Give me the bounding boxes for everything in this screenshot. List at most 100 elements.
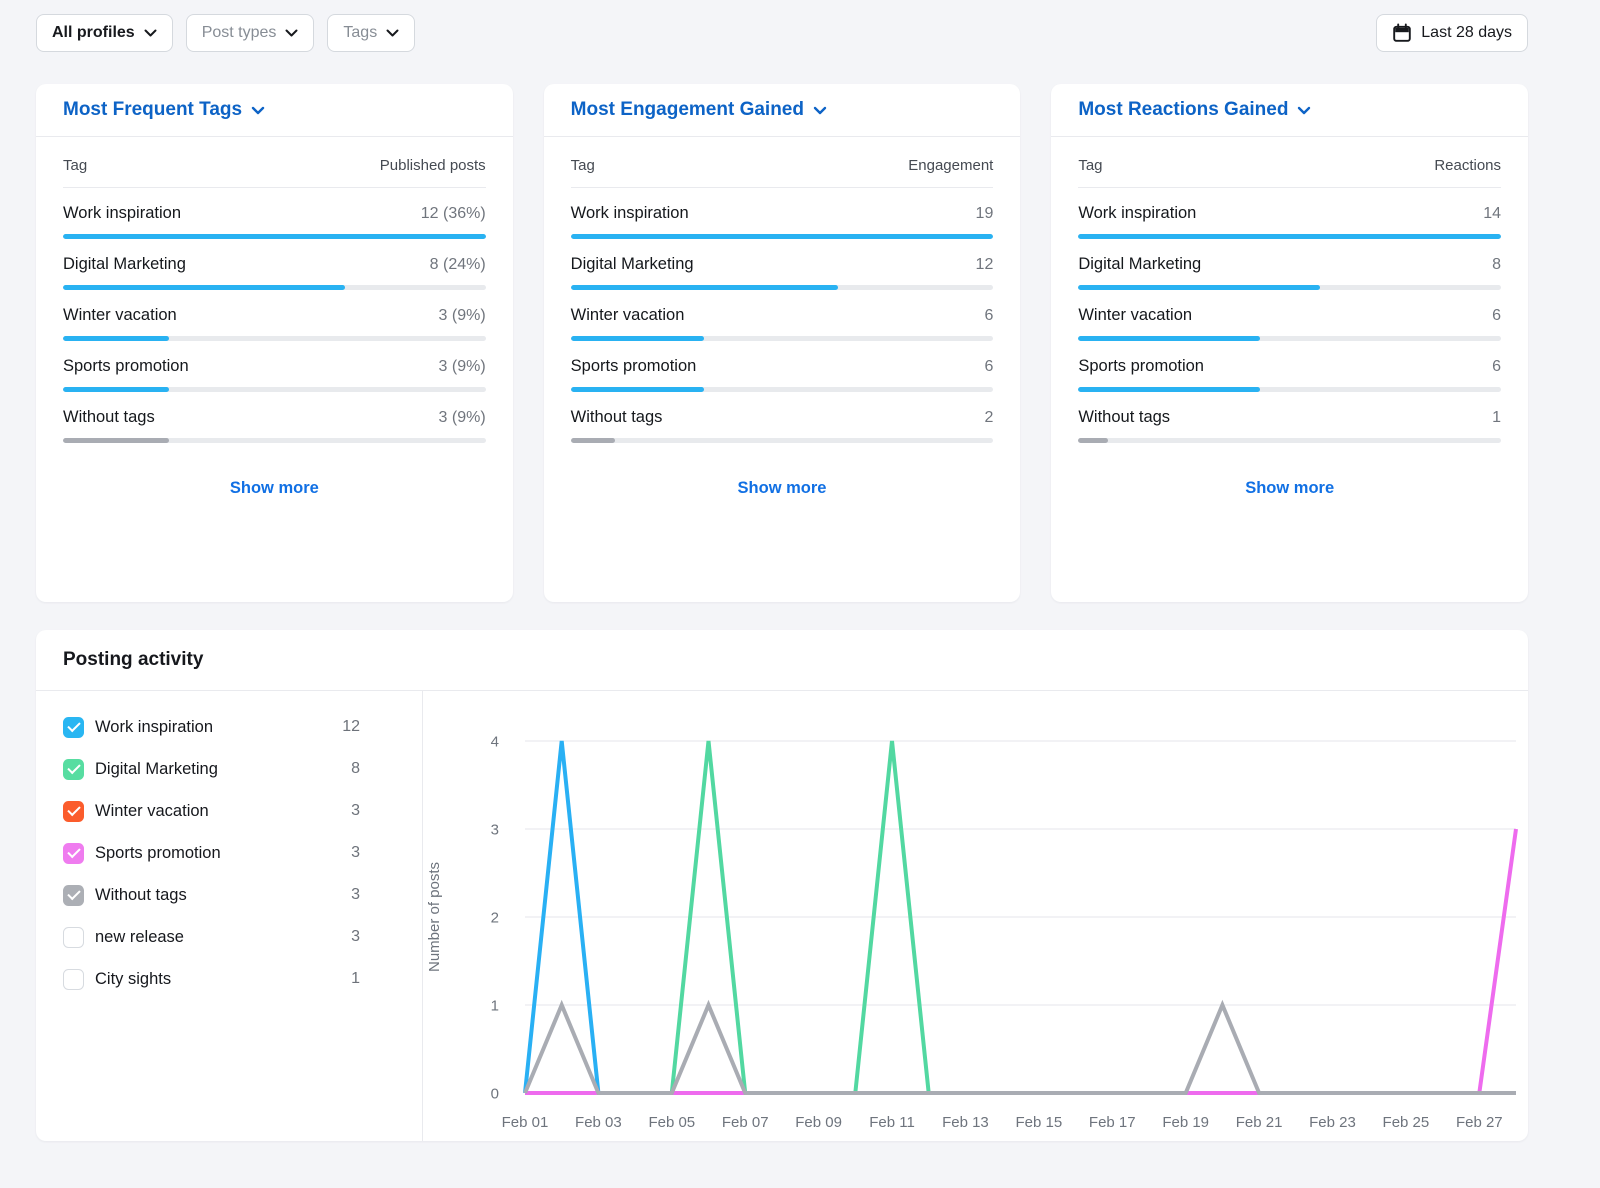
legend-label: new release	[95, 928, 351, 947]
svg-text:3: 3	[491, 822, 499, 839]
tag-value: 8	[1492, 256, 1501, 274]
svg-text:Feb 15: Feb 15	[1016, 1114, 1063, 1131]
checkbox[interactable]	[63, 759, 84, 780]
posting-activity-chart: 01234Feb 01Feb 03Feb 05Feb 07Feb 09Feb 1…	[423, 691, 1527, 1141]
checkbox[interactable]	[63, 717, 84, 738]
tag-row: Work inspiration19	[571, 204, 994, 239]
card-body: Tag Published posts Work inspiration12 (…	[36, 137, 513, 498]
legend-label: Work inspiration	[95, 718, 342, 737]
tag-row: Sports promotion3 (9%)	[63, 357, 486, 392]
posting-activity-header: Posting activity	[36, 630, 1528, 691]
svg-text:4: 4	[491, 734, 499, 751]
tag-bar	[1078, 336, 1501, 341]
column-tag: Tag	[1078, 157, 1102, 174]
filter-bar: All profiles Post types Tags Last 28 day…	[36, 14, 1528, 52]
tag-bar	[571, 285, 994, 290]
tag-value: 6	[1492, 358, 1501, 376]
legend-label: Sports promotion	[95, 844, 351, 863]
tag-name: Work inspiration	[63, 204, 181, 223]
tag-bar	[1078, 387, 1501, 392]
tag-bar	[571, 387, 994, 392]
legend-count: 3	[351, 802, 360, 820]
tag-bar	[571, 234, 994, 239]
legend-count: 3	[351, 844, 360, 862]
svg-text:Feb 23: Feb 23	[1309, 1114, 1356, 1131]
legend-item-without-tags[interactable]: Without tags 3	[63, 874, 360, 916]
svg-text:Feb 01: Feb 01	[502, 1114, 549, 1131]
column-tag: Tag	[571, 157, 595, 174]
show-more-link[interactable]: Show more	[230, 479, 319, 498]
legend-item-sports-promotion[interactable]: Sports promotion 3	[63, 832, 360, 874]
most-engagement-gained-card: Most Engagement Gained Tag Engagement Wo…	[544, 84, 1021, 602]
tag-name: Without tags	[1078, 408, 1170, 427]
most-reactions-gained-title-dropdown[interactable]: Most Reactions Gained	[1078, 99, 1311, 121]
legend-item-winter-vacation[interactable]: Winter vacation 3	[63, 790, 360, 832]
chevron-down-icon	[386, 29, 399, 37]
tag-value: 2	[984, 409, 993, 427]
svg-text:1: 1	[491, 998, 499, 1015]
tag-row: Sports promotion6	[571, 357, 994, 392]
tag-row: Digital Marketing8 (24%)	[63, 255, 486, 290]
card-header: Most Engagement Gained	[544, 84, 1021, 137]
tag-bar	[1078, 285, 1501, 290]
show-more-link[interactable]: Show more	[738, 479, 827, 498]
checkbox[interactable]	[63, 927, 84, 948]
svg-text:Feb 17: Feb 17	[1089, 1114, 1136, 1131]
tag-name: Digital Marketing	[1078, 255, 1201, 274]
calendar-icon	[1392, 23, 1412, 43]
post-types-filter-label: Post types	[202, 24, 277, 42]
tag-value: 14	[1483, 205, 1501, 223]
tag-name: Sports promotion	[571, 357, 697, 376]
column-value: Published posts	[380, 157, 486, 174]
profiles-filter-dropdown[interactable]: All profiles	[36, 14, 173, 52]
show-more-link[interactable]: Show more	[1245, 479, 1334, 498]
tag-cards-row: Most Frequent Tags Tag Published posts W…	[36, 84, 1528, 602]
tag-name: Without tags	[63, 408, 155, 427]
svg-text:Feb 27: Feb 27	[1456, 1114, 1503, 1131]
svg-text:Feb 09: Feb 09	[795, 1114, 842, 1131]
checkbox[interactable]	[63, 843, 84, 864]
tag-bar	[571, 438, 994, 443]
legend-item-city-sights[interactable]: City sights 1	[63, 958, 360, 1000]
legend-item-work-inspiration[interactable]: Work inspiration 12	[63, 706, 360, 748]
tag-bar	[63, 387, 486, 392]
column-tag: Tag	[63, 157, 87, 174]
tag-row: Winter vacation6	[1078, 306, 1501, 341]
tag-name: Winter vacation	[63, 306, 177, 325]
tags-filter-dropdown[interactable]: Tags	[327, 14, 415, 52]
most-frequent-tags-title-dropdown[interactable]: Most Frequent Tags	[63, 99, 265, 121]
tag-value: 19	[976, 205, 994, 223]
tag-name: Without tags	[571, 408, 663, 427]
legend-item-new-release[interactable]: new release 3	[63, 916, 360, 958]
checkbox[interactable]	[63, 801, 84, 822]
chevron-down-icon	[285, 29, 298, 37]
card-body: Tag Reactions Work inspiration14 Digital…	[1051, 137, 1528, 498]
tag-bar	[63, 336, 486, 341]
checkbox[interactable]	[63, 969, 84, 990]
legend-count: 3	[351, 886, 360, 904]
date-range-label: Last 28 days	[1421, 24, 1512, 42]
posting-activity-title: Posting activity	[63, 649, 203, 671]
date-range-button[interactable]: Last 28 days	[1376, 14, 1528, 52]
svg-text:Feb 21: Feb 21	[1236, 1114, 1283, 1131]
most-reactions-gained-card: Most Reactions Gained Tag Reactions Work…	[1051, 84, 1528, 602]
tag-row: Winter vacation3 (9%)	[63, 306, 486, 341]
tag-bar	[63, 438, 486, 443]
checkbox[interactable]	[63, 885, 84, 906]
tag-bar	[1078, 438, 1501, 443]
svg-text:Feb 11: Feb 11	[869, 1114, 915, 1131]
card-title: Most Engagement Gained	[571, 99, 804, 121]
chevron-down-icon	[251, 106, 265, 115]
tag-row: Without tags1	[1078, 408, 1501, 443]
legend-label: Winter vacation	[95, 802, 351, 821]
most-engagement-gained-title-dropdown[interactable]: Most Engagement Gained	[571, 99, 827, 121]
tag-value: 6	[984, 307, 993, 325]
legend-item-digital-marketing[interactable]: Digital Marketing 8	[63, 748, 360, 790]
posting-activity-card: Posting activity Work inspiration 12 Dig…	[36, 630, 1528, 1141]
tag-row: Work inspiration14	[1078, 204, 1501, 239]
post-types-filter-dropdown[interactable]: Post types	[186, 14, 315, 52]
card-body: Tag Engagement Work inspiration19 Digita…	[544, 137, 1021, 498]
card-title: Most Frequent Tags	[63, 99, 242, 121]
card-header: Most Frequent Tags	[36, 84, 513, 137]
tag-row: Winter vacation6	[571, 306, 994, 341]
